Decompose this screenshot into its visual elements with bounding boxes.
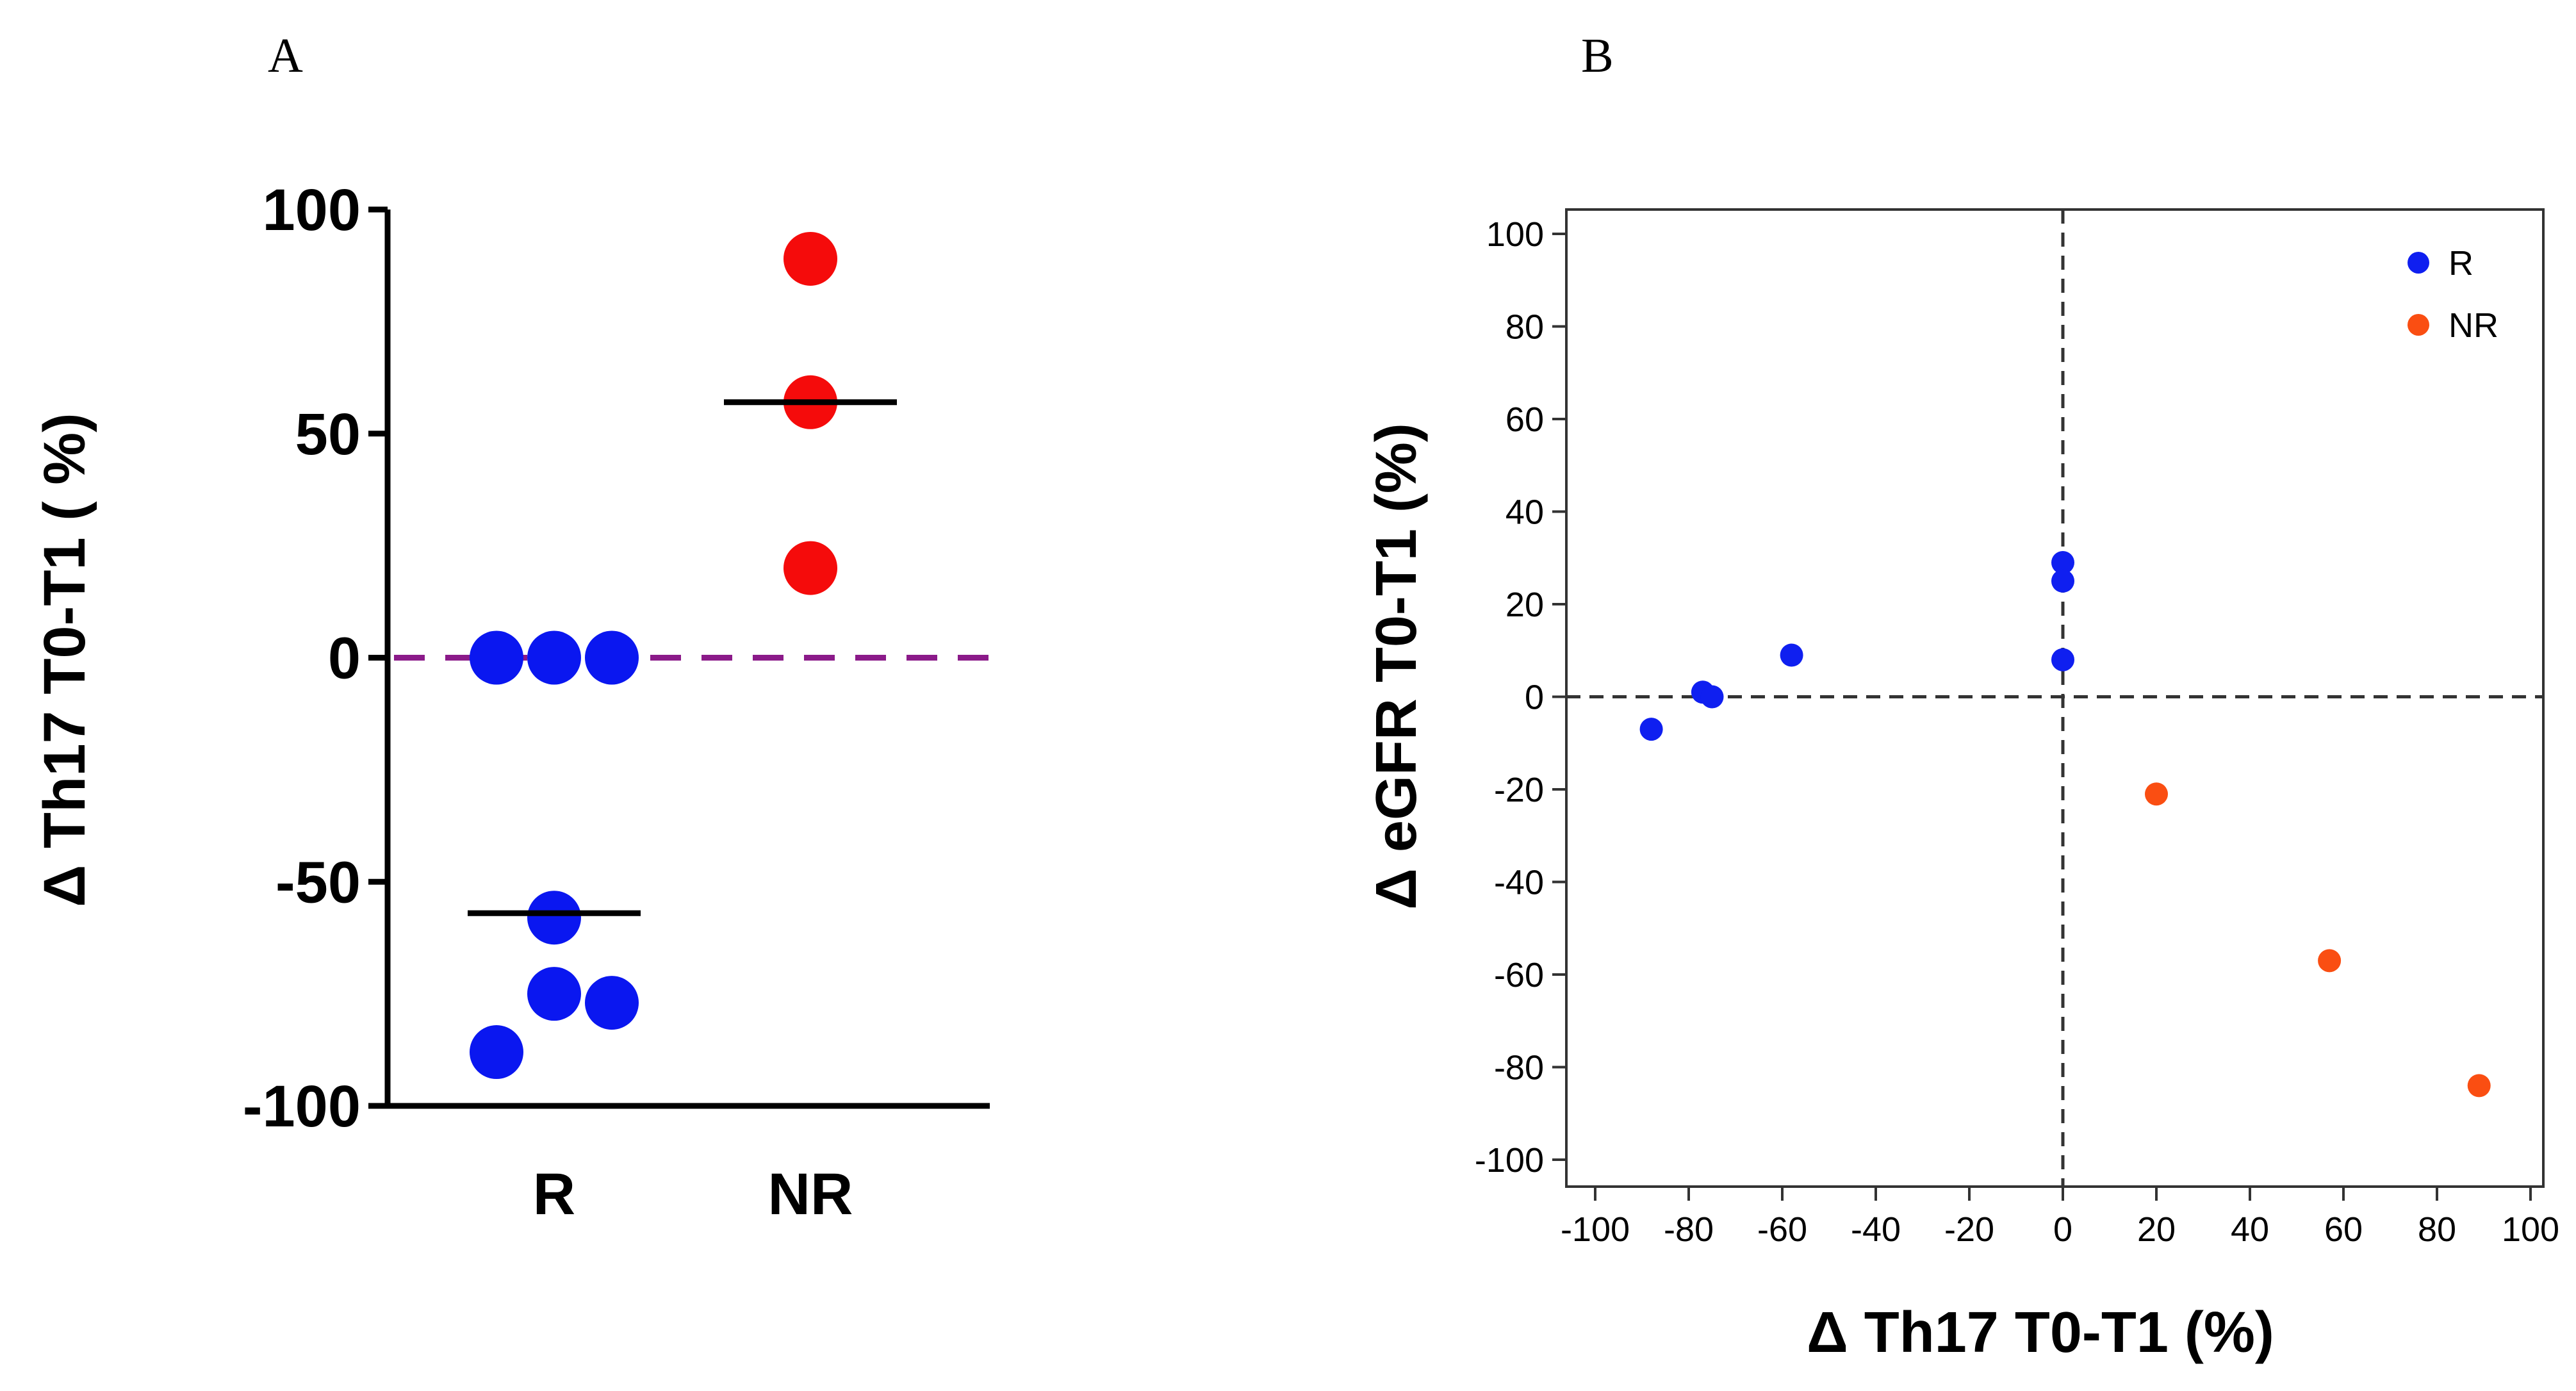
panel-b-y-tick-label: 40 <box>1505 493 1544 532</box>
legend-label-r: R <box>2449 244 2473 283</box>
panel-b-x-tick-label: 60 <box>2324 1210 2363 1249</box>
panel-a-points <box>470 231 837 1080</box>
panel-a-y-tick-label: -100 <box>243 1074 361 1139</box>
panel-b-point-r <box>2051 648 2074 671</box>
panel-b-chart: -100 -80 -60 -40 -20 0 20 40 60 80 100 100 80 60 40 20… <box>1365 208 2559 1365</box>
panel-a-point-nr <box>783 541 837 595</box>
panel-a-point-r <box>527 967 581 1021</box>
panel-b-y-tick-label: 0 <box>1525 679 1544 717</box>
panel-a-category-label-r: R <box>533 1162 575 1227</box>
panel-a-chart: Δ Th17 T0-T1 ( %) 100 50 0 -50 -100 R NR <box>32 177 990 1227</box>
panel-b-y-tick-label: 80 <box>1505 308 1544 347</box>
panel-b-y-ticks: 100 80 60 40 20 0 -20 -40 -60 -80 -100 <box>1475 215 1566 1180</box>
panel-a-point-r <box>470 630 523 685</box>
panel-a-point-r <box>585 976 639 1030</box>
panel-b-y-tick-label: -100 <box>1475 1141 1544 1180</box>
panel-b-x-tick-label: -20 <box>1944 1210 1994 1249</box>
legend-label-nr: NR <box>2449 306 2498 345</box>
panel-a-point-r <box>527 891 581 945</box>
panel-b-x-tick-label: -100 <box>1561 1210 1630 1249</box>
panel-b-point-nr <box>2318 949 2342 973</box>
panel-a-y-tick-label: -50 <box>275 850 361 915</box>
panel-b-points <box>1639 550 2491 1098</box>
panel-b-x-tick-label: 0 <box>2053 1210 2072 1249</box>
panel-b-x-tick-label: -60 <box>1757 1210 1807 1249</box>
panel-b-legend: R NR <box>2408 244 2498 345</box>
panel-b-y-tick-label: 20 <box>1505 586 1544 624</box>
panel-a-mean-lines <box>468 399 897 916</box>
panel-b-y-axis-label: Δ eGFR T0-T1 (%) <box>1365 423 1429 910</box>
panel-b-x-tick-label: 100 <box>2502 1210 2559 1249</box>
panel-b-point-r <box>2051 569 2074 593</box>
panel-b-point-nr <box>2145 782 2168 806</box>
panel-b-point-r <box>1639 718 1663 741</box>
panel-a-y-ticks: 100 50 0 -50 -100 <box>243 177 388 1139</box>
panel-a-point-nr <box>783 231 837 286</box>
panel-b-y-tick-label: 100 <box>1486 215 1544 254</box>
panel-b-y-tick-label: -60 <box>1494 956 1544 994</box>
panel-b-y-tick-label: -20 <box>1494 771 1544 809</box>
panel-b-y-tick-label: -80 <box>1494 1049 1544 1087</box>
legend-marker-r <box>2408 252 2429 274</box>
panel-b-x-tick-label: -40 <box>1851 1210 1901 1249</box>
panel-b-x-tick-label: 40 <box>2231 1210 2269 1249</box>
panel-b-point-nr <box>2467 1074 2491 1098</box>
panel-b-point-r <box>1700 685 1724 709</box>
panel-b-point-r <box>1780 643 1803 667</box>
panel-a-y-tick-label: 50 <box>295 402 361 467</box>
panel-a-label: A <box>268 29 303 83</box>
panel-a-point-r <box>527 630 581 685</box>
panel-a-y-tick-label: 100 <box>263 177 361 243</box>
panel-a-y-tick-label: 0 <box>328 626 361 691</box>
panel-a-category-label-nr: NR <box>768 1162 853 1227</box>
panel-b-point-r <box>2051 550 2074 574</box>
panel-b-y-tick-label: 60 <box>1505 400 1544 439</box>
legend-marker-nr <box>2408 314 2429 336</box>
panel-a-point-r <box>585 630 639 685</box>
panel-a-y-axis-label: Δ Th17 T0-T1 ( %) <box>32 413 97 907</box>
panel-b-x-ticks: -100 -80 -60 -40 -20 0 20 40 60 80 100 <box>1561 1187 2559 1249</box>
panel-b-x-tick-label: -80 <box>1664 1210 1714 1249</box>
panel-b-x-tick-label: 80 <box>2418 1210 2456 1249</box>
panel-a-point-r <box>470 1025 523 1080</box>
panel-b-label: B <box>1581 29 1614 83</box>
panel-b-y-tick-label: -40 <box>1494 864 1544 902</box>
panel-b-x-axis-label: Δ Th17 T0-T1 (%) <box>1807 1301 2274 1365</box>
panel-b-x-tick-label: 20 <box>2137 1210 2176 1249</box>
